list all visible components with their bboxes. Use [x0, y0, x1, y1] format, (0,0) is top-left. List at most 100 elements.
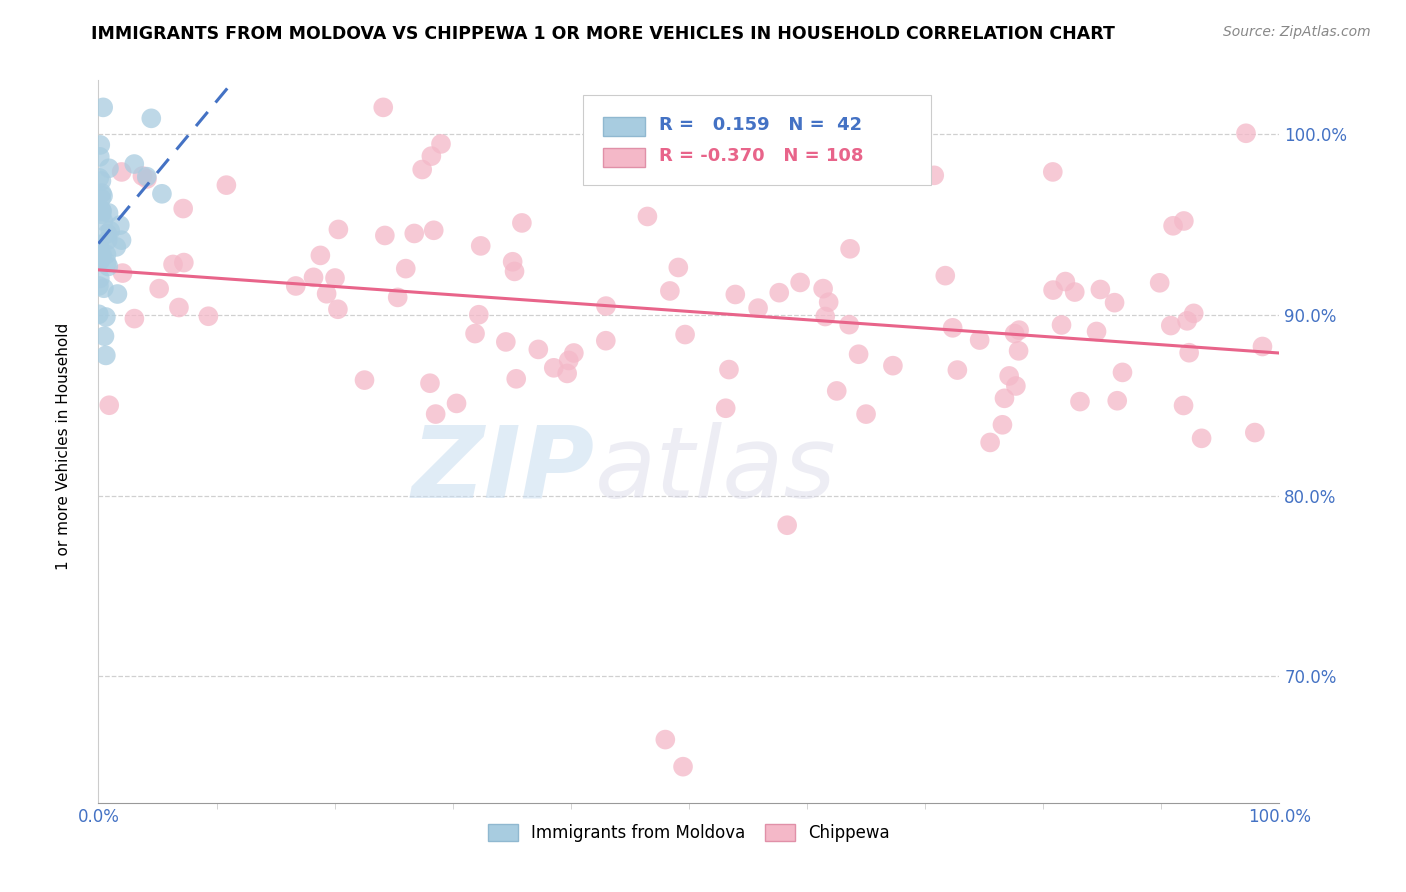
- Point: [131, 169, 153, 183]
- Point: [373, 100, 395, 114]
- Point: [838, 318, 860, 332]
- Point: [387, 290, 409, 304]
- Point: [97, 260, 120, 274]
- Point: [825, 384, 848, 398]
- Point: [1008, 323, 1031, 337]
- Point: [934, 268, 956, 283]
- Point: [1107, 393, 1129, 408]
- Point: [1090, 283, 1112, 297]
- Point: [89, 252, 111, 266]
- Point: [1234, 126, 1257, 140]
- Point: [197, 310, 219, 324]
- Point: [768, 285, 790, 300]
- Point: [1161, 219, 1184, 233]
- Point: [98, 224, 121, 238]
- FancyBboxPatch shape: [582, 95, 931, 185]
- Point: [90, 250, 112, 264]
- Legend: Immigrants from Moldova, Chippewa: Immigrants from Moldova, Chippewa: [481, 817, 897, 848]
- Point: [89, 137, 111, 152]
- Point: [374, 228, 396, 243]
- Point: [470, 239, 492, 253]
- Point: [464, 326, 486, 341]
- Text: R = -0.370   N = 108: R = -0.370 N = 108: [659, 147, 863, 165]
- Point: [673, 327, 696, 342]
- Point: [90, 252, 112, 267]
- Text: 1 or more Vehicles in Household: 1 or more Vehicles in Household: [56, 322, 70, 570]
- Point: [148, 282, 170, 296]
- Point: [91, 100, 114, 114]
- Point: [1111, 365, 1133, 379]
- Point: [724, 287, 747, 301]
- Bar: [603, 148, 645, 167]
- Point: [425, 407, 447, 421]
- Point: [790, 136, 813, 150]
- Point: [111, 266, 134, 280]
- Point: [420, 149, 443, 163]
- Point: [468, 308, 491, 322]
- Point: [162, 257, 184, 271]
- Point: [93, 214, 115, 228]
- Point: [747, 301, 769, 315]
- Point: [1182, 306, 1205, 320]
- Point: [96, 227, 118, 241]
- Point: [595, 299, 617, 313]
- Point: [1063, 285, 1085, 299]
- Point: [1173, 214, 1195, 228]
- Point: [94, 310, 117, 324]
- Point: [124, 311, 146, 326]
- Point: [717, 362, 740, 376]
- Point: [1175, 314, 1198, 328]
- Point: [326, 302, 349, 317]
- Point: [1007, 343, 1029, 358]
- Point: [87, 307, 110, 321]
- Point: [167, 301, 190, 315]
- Point: [527, 343, 550, 357]
- Point: [503, 264, 526, 278]
- Point: [776, 518, 799, 533]
- Point: [94, 348, 117, 362]
- Point: [1005, 379, 1028, 393]
- Point: [404, 227, 426, 241]
- Point: [1069, 394, 1091, 409]
- Point: [150, 186, 173, 201]
- Point: [89, 150, 111, 164]
- Point: [107, 287, 129, 301]
- Point: [946, 363, 969, 377]
- Point: [90, 207, 112, 221]
- Point: [1173, 399, 1195, 413]
- Text: R =   0.159   N =  42: R = 0.159 N = 42: [659, 116, 862, 134]
- Point: [555, 367, 578, 381]
- Point: [636, 210, 658, 224]
- Point: [922, 169, 945, 183]
- Point: [1004, 326, 1026, 341]
- Point: [284, 279, 307, 293]
- Point: [672, 759, 695, 773]
- Point: [97, 206, 120, 220]
- Point: [108, 218, 131, 232]
- Point: [595, 334, 617, 348]
- Point: [1191, 431, 1213, 445]
- Point: [89, 271, 111, 285]
- Point: [309, 248, 332, 262]
- Point: [558, 353, 581, 368]
- Point: [111, 165, 134, 179]
- Point: [96, 247, 118, 261]
- Text: Source: ZipAtlas.com: Source: ZipAtlas.com: [1223, 25, 1371, 39]
- Point: [105, 240, 128, 254]
- Point: [419, 376, 441, 391]
- Point: [96, 256, 118, 270]
- Point: [89, 243, 111, 257]
- Point: [1104, 295, 1126, 310]
- Point: [848, 347, 870, 361]
- Point: [993, 392, 1015, 406]
- Point: [839, 242, 862, 256]
- Point: [998, 368, 1021, 383]
- Text: atlas: atlas: [595, 422, 837, 519]
- Point: [302, 270, 325, 285]
- Point: [979, 435, 1001, 450]
- Point: [141, 112, 163, 126]
- Point: [1042, 283, 1064, 297]
- Point: [98, 161, 121, 176]
- Point: [1178, 345, 1201, 359]
- Point: [1042, 165, 1064, 179]
